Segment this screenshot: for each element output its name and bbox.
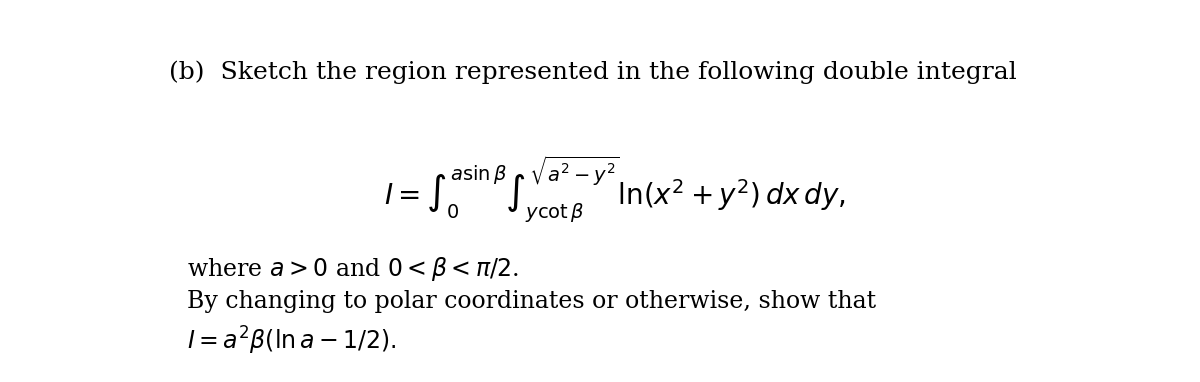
Text: (b)  Sketch the region represented in the following double integral: (b) Sketch the region represented in the…: [168, 60, 1016, 84]
Text: By changing to polar coordinates or otherwise, show that: By changing to polar coordinates or othe…: [187, 290, 876, 313]
Text: where $a > 0$ and $0 < \beta < \pi/2$.: where $a > 0$ and $0 < \beta < \pi/2$.: [187, 255, 520, 283]
Text: $I = \int_{0}^{a\sin\beta} \int_{y\cot\beta}^{\sqrt{a^2-y^2}} \ln(x^2+y^2)\,dx\,: $I = \int_{0}^{a\sin\beta} \int_{y\cot\b…: [384, 155, 846, 225]
Text: $I = a^2\beta(\ln a - 1/2).$: $I = a^2\beta(\ln a - 1/2).$: [187, 325, 396, 358]
